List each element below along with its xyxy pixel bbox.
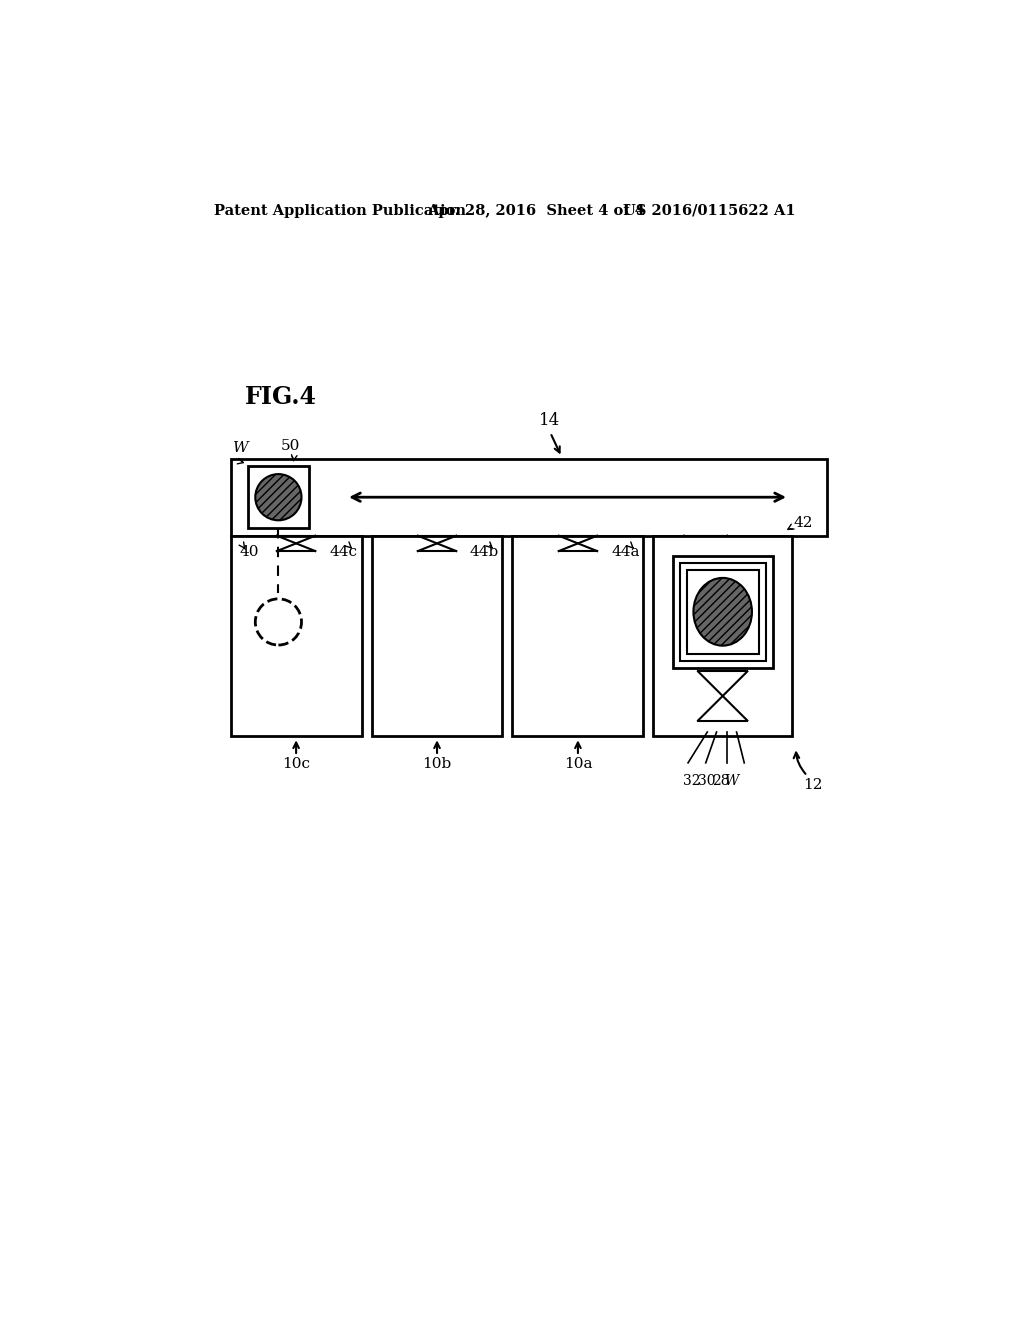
Text: 12: 12	[804, 779, 823, 792]
Ellipse shape	[693, 578, 752, 645]
Text: W: W	[233, 441, 249, 455]
Text: 28: 28	[712, 775, 729, 788]
Text: 10b: 10b	[422, 758, 452, 771]
Text: 44a: 44a	[611, 545, 640, 558]
Bar	[686, 570, 759, 653]
Bar	[248, 466, 309, 528]
Text: 42: 42	[794, 516, 813, 529]
Bar	[512, 536, 643, 737]
Text: W: W	[724, 775, 738, 788]
Circle shape	[255, 474, 301, 520]
Bar	[230, 459, 827, 536]
Circle shape	[255, 599, 301, 645]
Bar	[372, 536, 503, 737]
Text: 30: 30	[698, 775, 716, 788]
Text: 44c: 44c	[330, 545, 357, 558]
Text: 40: 40	[240, 545, 259, 558]
Bar	[680, 562, 766, 661]
Text: Apr. 28, 2016  Sheet 4 of 4: Apr. 28, 2016 Sheet 4 of 4	[427, 203, 645, 218]
Text: 10c: 10c	[282, 758, 310, 771]
Bar	[230, 536, 361, 737]
Text: Patent Application Publication: Patent Application Publication	[214, 203, 466, 218]
Text: 44b: 44b	[469, 545, 499, 558]
Text: 10a: 10a	[563, 758, 592, 771]
Text: 50: 50	[281, 438, 300, 453]
Text: FIG.4: FIG.4	[245, 385, 316, 409]
Text: 32: 32	[683, 775, 700, 788]
Text: US 2016/0115622 A1: US 2016/0115622 A1	[624, 203, 796, 218]
Bar	[673, 556, 773, 668]
Bar	[653, 536, 792, 737]
Text: 14: 14	[539, 412, 560, 429]
